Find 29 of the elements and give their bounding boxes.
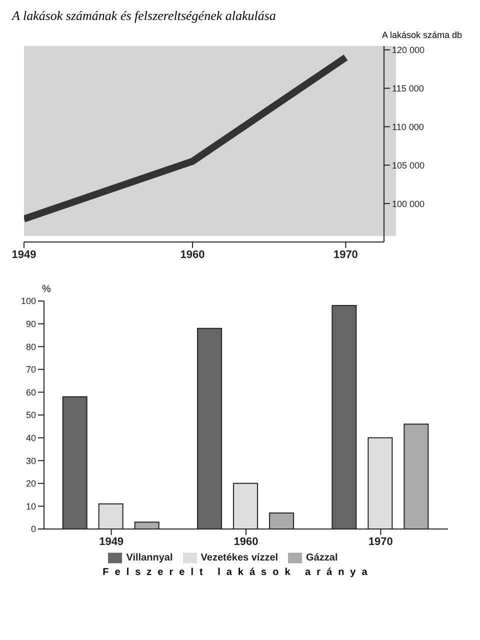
chart-title: A lakások számának és felszereltségének alakulása — [12, 8, 277, 24]
legend-label: Vezetékes vízzel — [200, 552, 278, 564]
y-tick-label: 0 — [30, 524, 36, 534]
legend-label: Villannyal — [126, 552, 173, 564]
y-tick-label: 80 — [26, 342, 36, 352]
y-tick-label: 115 000 — [392, 83, 424, 94]
y-tick-label: 50 — [26, 410, 36, 420]
x-tick-label: 1960 — [180, 248, 205, 261]
x-tick-label: 1949 — [99, 536, 124, 548]
y-tick-label: 110 000 — [392, 122, 424, 132]
y-tick-label: 60 — [26, 387, 36, 398]
y-tick-label: 100 — [20, 296, 36, 306]
y-axis-title: % — [41, 284, 52, 295]
x-tick-label: 1960 — [234, 536, 258, 548]
x-tick-label: 1970 — [333, 248, 358, 261]
x-tick-label: 1970 — [368, 536, 393, 548]
y-tick-label: 105 000 — [392, 160, 425, 170]
x-tick-label: 1949 — [12, 248, 36, 261]
y-tick-label: 120 000 — [392, 45, 425, 56]
y-tick-label: 40 — [26, 432, 36, 443]
x-axis-title: Felszerelt lakások aránya — [102, 567, 374, 578]
y-tick-label: 70 — [26, 364, 36, 375]
y-tick-label: 90 — [26, 318, 36, 329]
y-tick-label: 100 000 — [392, 198, 425, 209]
legend-label: Gázzal — [306, 552, 338, 564]
y-tick-label: 30 — [26, 456, 36, 466]
y-tick-label: 10 — [26, 501, 36, 512]
y-axis-title: A lakások száma db — [380, 30, 463, 40]
y-tick-label: 20 — [26, 478, 36, 489]
